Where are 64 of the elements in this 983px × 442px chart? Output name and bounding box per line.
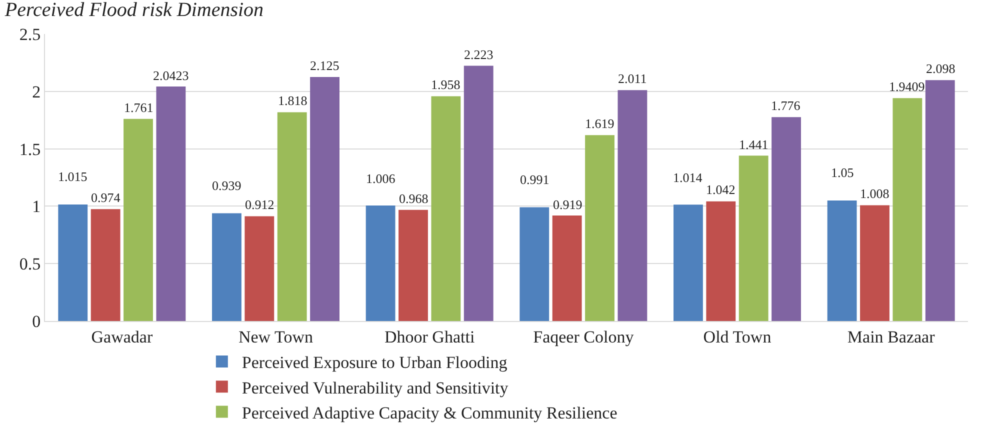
x-tick-label: New Town bbox=[238, 327, 314, 346]
data-label: 1.015 bbox=[58, 169, 88, 184]
bar bbox=[310, 77, 340, 321]
x-tick-label: Gawadar bbox=[91, 327, 153, 346]
x-tick-label: Old Town bbox=[703, 327, 772, 346]
data-label: 2.223 bbox=[464, 47, 494, 62]
bar bbox=[706, 201, 736, 321]
data-label: 2.0423 bbox=[153, 68, 189, 83]
bar bbox=[738, 156, 768, 321]
data-label: 1.014 bbox=[673, 170, 703, 185]
bar bbox=[772, 117, 801, 321]
data-label: 1.761 bbox=[124, 100, 154, 115]
data-label: 1.619 bbox=[585, 116, 614, 131]
bar bbox=[90, 209, 120, 321]
y-tick-label: 2.5 bbox=[19, 24, 41, 44]
data-label: 1.008 bbox=[860, 186, 890, 201]
bar bbox=[618, 90, 648, 321]
data-label: 1.958 bbox=[431, 77, 460, 92]
bar bbox=[58, 204, 88, 321]
data-label: 0.939 bbox=[212, 178, 242, 193]
bar bbox=[860, 205, 890, 321]
legend-label: Perceived Exposure to Urban Flooding bbox=[242, 353, 508, 372]
legend-label: Perceived Adaptive Capacity & Community Resilience bbox=[242, 403, 618, 422]
bar bbox=[892, 98, 922, 321]
data-label: 0.912 bbox=[245, 197, 274, 212]
bar bbox=[212, 213, 242, 321]
y-tick-label: 0.5 bbox=[19, 254, 41, 274]
data-label: 2.125 bbox=[310, 58, 340, 73]
data-label: 0.968 bbox=[399, 191, 428, 206]
bar bbox=[464, 66, 494, 321]
bar bbox=[366, 206, 396, 321]
data-label: 0.919 bbox=[553, 197, 582, 212]
bar bbox=[156, 86, 186, 321]
data-label: 2.098 bbox=[926, 61, 956, 76]
bar bbox=[552, 216, 582, 321]
x-tick-label: Main Bazaar bbox=[847, 327, 936, 346]
data-label: 1.042 bbox=[706, 182, 736, 197]
y-tick-label: 2 bbox=[32, 82, 41, 102]
bar bbox=[674, 204, 703, 321]
bar bbox=[520, 207, 550, 321]
bar bbox=[124, 118, 153, 321]
bar bbox=[925, 80, 955, 321]
x-tick-label: Dhoor Ghatti bbox=[384, 327, 475, 346]
bar bbox=[827, 200, 857, 321]
y-tick-label: 1 bbox=[32, 197, 41, 216]
data-label: 1.006 bbox=[366, 171, 396, 186]
bar bbox=[277, 112, 307, 321]
bar bbox=[431, 96, 461, 321]
x-tick-label: Faqeer Colony bbox=[533, 327, 634, 346]
data-label: 2.011 bbox=[618, 71, 647, 86]
data-label: 1.9409 bbox=[889, 79, 925, 94]
data-label: 1.05 bbox=[831, 165, 854, 180]
data-label: 1.776 bbox=[771, 98, 801, 113]
bar bbox=[244, 216, 274, 321]
data-label: 0.991 bbox=[520, 172, 550, 187]
bar bbox=[398, 210, 428, 321]
data-label: 0.974 bbox=[91, 190, 121, 205]
legend-label: Perceived Vulnerability and Sensitivity bbox=[242, 378, 509, 398]
y-tick-label: 1.5 bbox=[19, 140, 41, 159]
y-tick-label: 0 bbox=[32, 312, 41, 331]
chart-title: Perceived Flood risk Dimension bbox=[4, 0, 264, 22]
bar bbox=[585, 135, 614, 321]
data-label: 1.818 bbox=[278, 93, 308, 108]
data-label: 1.441 bbox=[739, 137, 768, 152]
